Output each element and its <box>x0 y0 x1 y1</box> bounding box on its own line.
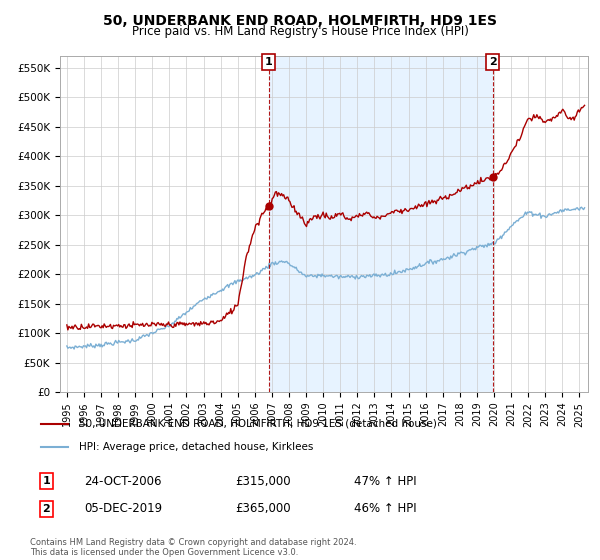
Text: 47% ↑ HPI: 47% ↑ HPI <box>354 475 416 488</box>
Text: 46% ↑ HPI: 46% ↑ HPI <box>354 502 416 515</box>
Text: HPI: Average price, detached house, Kirklees: HPI: Average price, detached house, Kirk… <box>79 442 313 452</box>
Text: 50, UNDERBANK END ROAD, HOLMFIRTH, HD9 1ES: 50, UNDERBANK END ROAD, HOLMFIRTH, HD9 1… <box>103 14 497 28</box>
Text: 1: 1 <box>43 476 50 486</box>
Text: £315,000: £315,000 <box>235 475 291 488</box>
Text: 24-OCT-2006: 24-OCT-2006 <box>84 475 161 488</box>
Text: Contains HM Land Registry data © Crown copyright and database right 2024.
This d: Contains HM Land Registry data © Crown c… <box>30 538 356 557</box>
Bar <box>269 56 493 392</box>
Text: 2: 2 <box>43 504 50 514</box>
Text: 1: 1 <box>265 57 272 67</box>
Text: Price paid vs. HM Land Registry's House Price Index (HPI): Price paid vs. HM Land Registry's House … <box>131 25 469 38</box>
Text: 05-DEC-2019: 05-DEC-2019 <box>84 502 162 515</box>
Text: £365,000: £365,000 <box>235 502 291 515</box>
Text: 50, UNDERBANK END ROAD, HOLMFIRTH, HD9 1ES (detached house): 50, UNDERBANK END ROAD, HOLMFIRTH, HD9 1… <box>79 419 436 429</box>
Text: 2: 2 <box>489 57 497 67</box>
